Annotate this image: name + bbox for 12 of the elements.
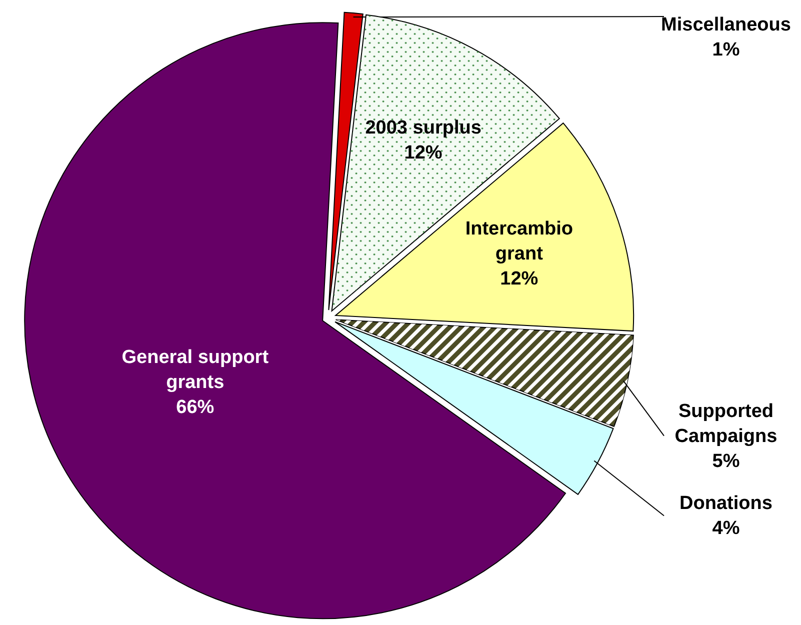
- data-label: 4%: [712, 518, 740, 540]
- slice-label: Intercambio grant: [465, 218, 574, 265]
- data-label: 12%: [404, 142, 442, 164]
- slice-label: Supported Campaigns: [674, 400, 778, 447]
- slice-label: 2003 surplus: [365, 118, 482, 139]
- data-label: 1%: [712, 40, 740, 61]
- data-label: 66%: [176, 397, 214, 418]
- slice-label: Donations: [680, 493, 772, 514]
- slice-label: Miscellaneous: [661, 14, 791, 36]
- data-label: 12%: [500, 268, 538, 290]
- slice-label: General support grants: [122, 347, 270, 394]
- data-label: 5%: [712, 450, 740, 472]
